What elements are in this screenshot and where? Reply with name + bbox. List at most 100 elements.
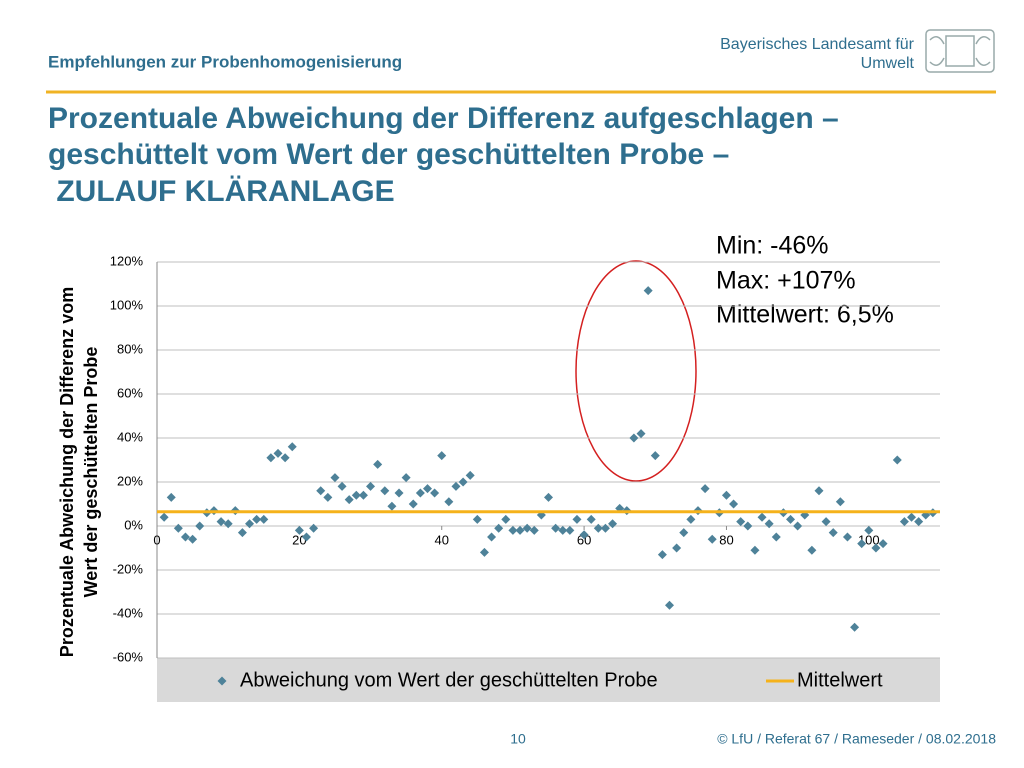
data-point xyxy=(892,455,902,465)
data-point xyxy=(686,514,696,524)
y-axis-label: Wert der geschüttelten Probe xyxy=(81,347,101,598)
data-point xyxy=(366,481,376,491)
x-tick-label: 60 xyxy=(577,532,591,547)
data-point xyxy=(180,532,190,542)
x-tick-label: 40 xyxy=(434,532,448,547)
data-point xyxy=(878,539,888,549)
data-point xyxy=(316,486,326,496)
data-point xyxy=(245,519,255,529)
data-point xyxy=(544,492,553,502)
page-number: 10 xyxy=(510,731,526,747)
data-point xyxy=(608,519,618,529)
data-point xyxy=(793,521,803,531)
data-point xyxy=(615,503,625,513)
annotation: Max: +107% xyxy=(716,267,856,295)
legend-box xyxy=(157,658,940,702)
data-point xyxy=(173,523,183,533)
data-point xyxy=(650,451,660,461)
data-point xyxy=(821,517,831,527)
footer-credit: © LfU / Referat 67 / Rameseder / 08.02.2… xyxy=(717,731,996,747)
data-point xyxy=(572,514,582,524)
data-point xyxy=(444,497,454,507)
data-point xyxy=(529,525,539,535)
legend-label: Mittelwert xyxy=(797,669,883,691)
data-point xyxy=(842,532,852,542)
data-point xyxy=(515,525,525,535)
data-point xyxy=(273,448,283,458)
data-point xyxy=(458,477,468,487)
data-point xyxy=(337,481,347,491)
y-tick-label: 80% xyxy=(117,341,143,356)
data-point xyxy=(508,525,518,535)
org-name: Umwelt xyxy=(861,55,915,72)
slide-title: geschüttelt vom Wert der geschüttelten P… xyxy=(48,138,729,171)
y-tick-label: 120% xyxy=(110,253,144,268)
data-point xyxy=(472,514,482,524)
annotation: Mittelwert: 6,5% xyxy=(716,301,894,329)
data-point xyxy=(700,484,710,494)
data-point xyxy=(195,521,205,531)
data-point xyxy=(223,519,233,529)
data-point xyxy=(871,543,881,553)
slide-subtitle: Empfehlungen zur Probenhomogenisierung xyxy=(48,52,402,71)
data-point xyxy=(159,512,169,522)
data-point xyxy=(166,492,176,502)
data-point xyxy=(757,512,767,522)
highlight-ellipse xyxy=(575,260,697,482)
data-point xyxy=(401,473,411,483)
data-point xyxy=(771,532,781,542)
data-point xyxy=(850,622,860,632)
y-tick-label: -60% xyxy=(113,649,144,664)
data-point xyxy=(259,514,269,524)
data-point xyxy=(636,429,646,439)
data-point xyxy=(707,534,717,544)
data-point xyxy=(451,481,461,491)
slide-title: Prozentuale Abweichung der Differenz auf… xyxy=(48,102,839,135)
x-tick-label: 0 xyxy=(153,532,160,547)
data-point xyxy=(907,512,917,522)
data-point xyxy=(899,517,909,527)
data-point xyxy=(323,492,333,502)
data-point xyxy=(294,525,304,535)
data-point xyxy=(380,486,390,496)
y-tick-label: 0% xyxy=(124,517,143,532)
data-point xyxy=(764,519,774,529)
data-point xyxy=(465,470,475,480)
logo xyxy=(925,29,995,73)
data-point xyxy=(415,488,425,498)
data-point xyxy=(394,488,404,498)
data-point xyxy=(237,528,247,538)
data-point xyxy=(729,499,739,509)
data-point xyxy=(736,517,746,527)
x-tick-label: 80 xyxy=(719,532,733,547)
data-point xyxy=(558,525,568,535)
data-point xyxy=(479,547,489,557)
data-point xyxy=(600,523,610,533)
data-point xyxy=(408,499,418,509)
data-point xyxy=(344,495,354,505)
data-point xyxy=(807,545,817,555)
data-point xyxy=(301,532,311,542)
data-point xyxy=(565,525,575,535)
data-point xyxy=(188,534,198,544)
data-point xyxy=(750,545,760,555)
data-point xyxy=(309,523,319,533)
y-tick-label: -20% xyxy=(113,561,144,576)
data-point xyxy=(643,286,653,296)
data-point xyxy=(430,488,440,498)
annotation: Min: -46% xyxy=(716,232,829,260)
legend-label: Abweichung vom Wert der geschüttelten Pr… xyxy=(240,669,658,691)
data-point xyxy=(672,543,682,553)
data-point xyxy=(835,497,845,507)
data-point xyxy=(494,523,504,533)
y-tick-label: 40% xyxy=(117,429,143,444)
data-point xyxy=(351,490,361,500)
data-point xyxy=(422,484,432,494)
data-point xyxy=(864,525,874,535)
data-point xyxy=(786,514,796,524)
data-point xyxy=(387,501,397,511)
data-point xyxy=(266,453,276,463)
data-point xyxy=(657,550,667,560)
y-axis-label: Prozentuale Abweichung der Differenz vom xyxy=(57,287,77,657)
data-point xyxy=(287,442,297,452)
